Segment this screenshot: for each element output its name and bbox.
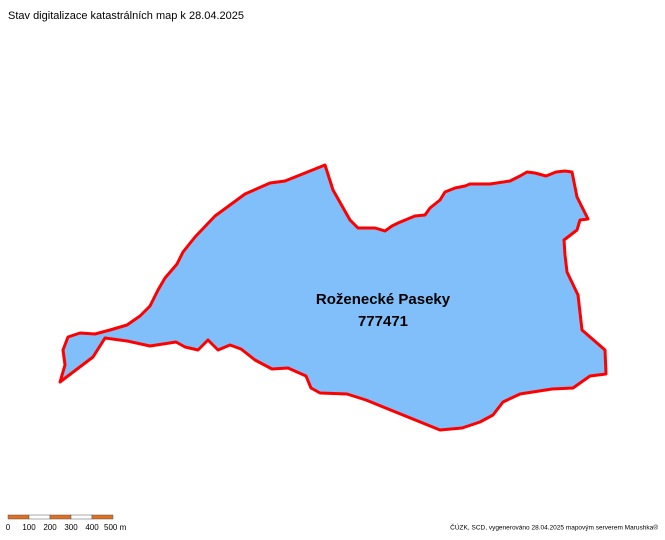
- scale-label: 500 m: [104, 523, 127, 532]
- cadastral-area: [58, 163, 608, 432]
- region-code: 777471: [358, 313, 408, 330]
- map-title: Stav digitalizace katastrálních map k 28…: [8, 10, 244, 22]
- scale-segment: [70, 514, 93, 520]
- scale-label: 300: [64, 523, 78, 532]
- scale-bar: [7, 514, 114, 520]
- attribution: ČÚZK, SCD, vygenerováno 28.04.2025 mapov…: [450, 523, 658, 532]
- scale-label: 400: [85, 523, 99, 532]
- scale-label: 200: [43, 523, 57, 532]
- scale-label: 0: [6, 523, 11, 532]
- scale-segment: [28, 514, 51, 520]
- scale-segment: [7, 514, 30, 520]
- scale-label: 100: [22, 523, 36, 532]
- region-name: Roženecké Paseky: [316, 291, 451, 308]
- scale-segment: [91, 514, 114, 520]
- scale-segment: [49, 514, 72, 520]
